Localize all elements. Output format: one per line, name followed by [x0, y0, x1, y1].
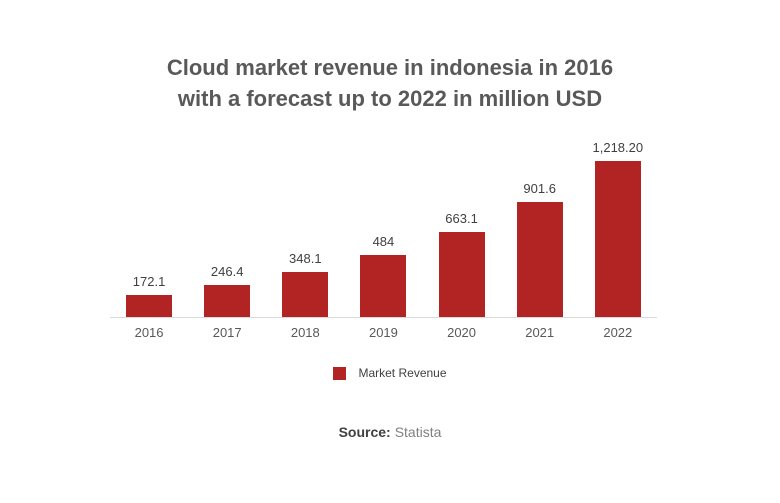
- bar: [204, 285, 251, 317]
- x-tick-label: 2018: [290, 325, 320, 340]
- chart-title: Cloud market revenue in indonesia in 201…: [0, 0, 780, 114]
- source-label: Source:: [338, 424, 391, 440]
- x-tick-label: 2020: [447, 325, 477, 340]
- legend-swatch: [333, 366, 347, 380]
- bar: [126, 295, 173, 317]
- x-tick-label: 2022: [603, 325, 633, 340]
- x-tick-label: 2016: [134, 325, 164, 340]
- chart-title-line-2: with a forecast up to 2022 in million US…: [177, 86, 603, 111]
- bar-value-label: 1,218.20: [592, 140, 644, 155]
- bar-group-2017: 246.4: [188, 140, 266, 317]
- bar-value-label: 901.6: [523, 181, 556, 196]
- x-axis-labels: 2016 2017 2018 2019 2020 2021 2022: [110, 318, 657, 340]
- bar-group-2018: 348.1: [266, 140, 344, 317]
- bar-value-label: 348.1: [289, 251, 322, 266]
- bar-group-2019: 484: [344, 140, 422, 317]
- legend-label: Market Revenue: [358, 366, 447, 380]
- bar-group-2021: 901.6: [501, 140, 579, 317]
- legend: Market Revenue: [0, 366, 780, 380]
- bar-value-label: 246.4: [210, 264, 244, 279]
- bar-group-2016: 172.1: [110, 140, 188, 317]
- chart-title-line-1: Cloud market revenue in indonesia in 201…: [166, 55, 614, 80]
- bar-value-label: 663.1: [445, 211, 478, 226]
- bar: [360, 255, 407, 317]
- x-tick-label: 2017: [212, 325, 242, 340]
- bar-value-label: 172.1: [132, 274, 166, 289]
- x-tick-label: 2019: [368, 325, 398, 340]
- bar: [282, 272, 329, 317]
- bar: [516, 202, 563, 317]
- bar: [594, 161, 641, 317]
- x-tick-label: 2021: [525, 325, 555, 340]
- bar-group-2022: 1,218.20: [579, 140, 657, 317]
- source-line: Source: Statista: [0, 424, 780, 440]
- bar: [438, 232, 485, 317]
- bar-group-2020: 663.1: [423, 140, 501, 317]
- source-value: Statista: [394, 424, 442, 440]
- plot-area: 172.1 246.4 348.1 484 663.1 901.6 1,218.20: [110, 140, 657, 318]
- bar-value-label: 484: [372, 234, 395, 249]
